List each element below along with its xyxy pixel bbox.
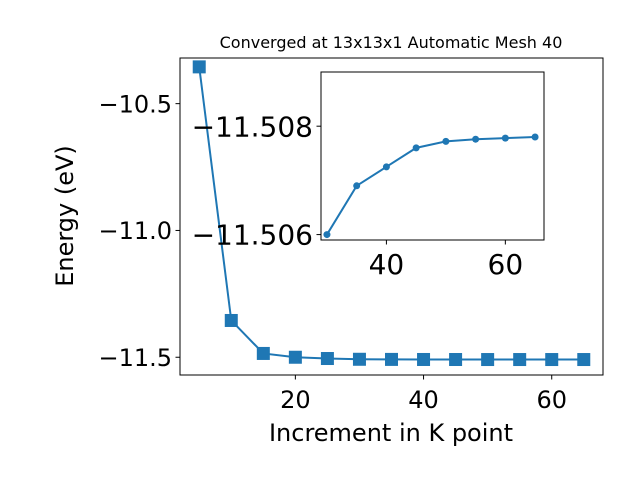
main-data-point xyxy=(481,353,495,367)
inset-series xyxy=(323,133,539,239)
main-data-point xyxy=(288,350,302,364)
chart-title: Converged at 13x13x1 Automatic Mesh 40 xyxy=(220,33,563,52)
x-axis-label: Increment in K point xyxy=(269,419,513,447)
inset-data-point xyxy=(531,133,539,141)
inset-x-tick-label: 40 xyxy=(369,248,405,281)
inset-series-line xyxy=(326,136,536,236)
inset-data-point xyxy=(442,137,450,145)
main-y-tick-label: −11.0 xyxy=(98,217,172,245)
main-data-point xyxy=(256,346,270,360)
inset-y-tick-label: −11.508 xyxy=(192,110,313,143)
inset-x-tick-label: 60 xyxy=(488,248,524,281)
main-data-point xyxy=(352,352,366,366)
main-x-tick-label: 20 xyxy=(280,386,311,414)
main-data-point xyxy=(513,353,527,367)
main-data-point xyxy=(320,352,334,366)
main-data-point xyxy=(577,353,591,367)
y-axis-label: Energy (eV) xyxy=(51,145,79,287)
inset-y-tick-label: −11.506 xyxy=(192,219,313,252)
inset-data-point xyxy=(382,163,390,171)
inset-data-point xyxy=(412,144,420,152)
main-series xyxy=(192,60,591,367)
main-data-point xyxy=(224,313,238,327)
inset-plot: 40 60 −11.508 −11.506 xyxy=(192,71,545,281)
main-data-point xyxy=(385,352,398,366)
inset-data-point xyxy=(501,134,509,142)
inset-data-point xyxy=(323,231,331,239)
main-data-point xyxy=(417,352,431,366)
main-data-point xyxy=(192,60,206,74)
inset-axes-frame xyxy=(320,71,545,241)
main-y-tick-label: −10.5 xyxy=(98,90,172,118)
main-y-tick-label: −11.5 xyxy=(98,344,172,372)
inset-data-point xyxy=(353,182,361,190)
main-x-tick-label: 60 xyxy=(536,386,567,414)
main-data-point xyxy=(545,353,559,367)
main-x-tick-label: 40 xyxy=(408,386,439,414)
inset-data-point xyxy=(472,135,480,143)
main-data-point xyxy=(449,353,463,367)
